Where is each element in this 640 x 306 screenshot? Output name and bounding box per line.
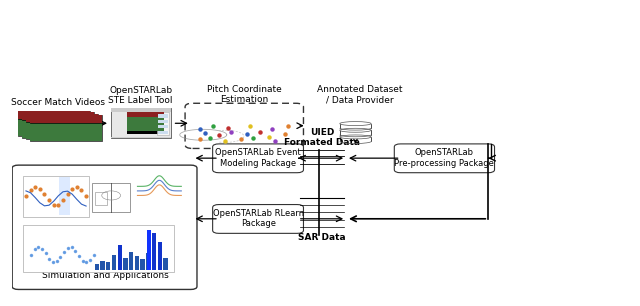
Bar [163,258,168,270]
Text: Simulation and Applications: Simulation and Applications [42,271,168,280]
Bar [106,262,111,270]
Text: OpenSTARLab
STE Label Tool: OpenSTARLab STE Label Tool [108,86,173,105]
Text: OpenSTARLab RLearn
Package: OpenSTARLab RLearn Package [213,209,304,229]
FancyBboxPatch shape [212,144,303,173]
FancyBboxPatch shape [19,119,90,136]
Text: OpenSTARLab
Pre-processing Package: OpenSTARLab Pre-processing Package [394,148,494,168]
FancyBboxPatch shape [59,177,70,215]
FancyBboxPatch shape [19,110,90,119]
FancyBboxPatch shape [111,108,171,138]
Bar [135,256,139,270]
FancyBboxPatch shape [127,112,164,117]
Ellipse shape [340,128,371,132]
FancyBboxPatch shape [12,165,197,289]
Bar [157,242,162,270]
FancyBboxPatch shape [212,204,303,233]
Text: Soccer Match Videos: Soccer Match Videos [11,98,105,106]
FancyBboxPatch shape [158,120,168,123]
FancyBboxPatch shape [158,131,168,134]
Bar [141,259,145,270]
FancyBboxPatch shape [127,112,164,134]
FancyBboxPatch shape [26,122,98,139]
FancyBboxPatch shape [29,115,102,123]
FancyBboxPatch shape [92,183,130,212]
Ellipse shape [340,135,371,139]
FancyBboxPatch shape [22,120,94,138]
FancyBboxPatch shape [19,110,90,136]
Bar [147,230,151,270]
Ellipse shape [340,121,371,125]
Bar [129,252,133,270]
FancyBboxPatch shape [127,117,164,131]
FancyBboxPatch shape [111,137,171,138]
Bar [112,255,116,270]
Bar [95,264,99,270]
Bar [124,258,127,270]
FancyBboxPatch shape [29,115,102,141]
Text: OpenSTARLab Event
Modeling Package: OpenSTARLab Event Modeling Package [216,148,301,168]
FancyBboxPatch shape [24,225,174,272]
FancyBboxPatch shape [157,112,170,136]
Bar [100,261,105,270]
Text: Pitch Coordinate
Estimation: Pitch Coordinate Estimation [207,85,282,104]
Bar [152,233,156,270]
FancyBboxPatch shape [394,144,495,173]
FancyBboxPatch shape [111,108,171,112]
FancyBboxPatch shape [158,114,168,118]
FancyBboxPatch shape [26,114,98,122]
FancyBboxPatch shape [24,176,89,217]
Bar [146,253,150,270]
Text: UIED
Formated Data: UIED Formated Data [284,128,360,147]
Bar [118,245,122,270]
Text: Annotated Dataset
/ Data Provider: Annotated Dataset / Data Provider [317,85,403,104]
FancyBboxPatch shape [22,112,94,138]
FancyBboxPatch shape [158,125,168,129]
FancyBboxPatch shape [185,103,303,148]
FancyBboxPatch shape [26,114,98,139]
FancyBboxPatch shape [29,123,102,141]
FancyBboxPatch shape [22,112,94,120]
Text: SAR Data: SAR Data [298,233,346,242]
